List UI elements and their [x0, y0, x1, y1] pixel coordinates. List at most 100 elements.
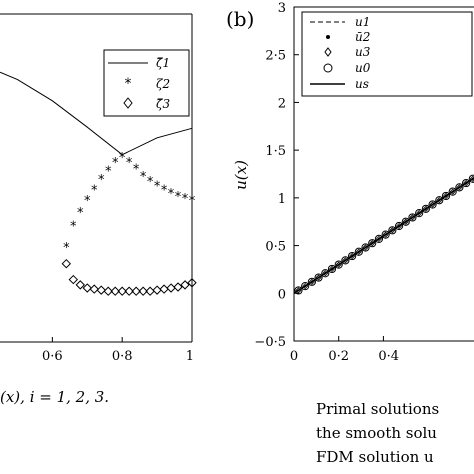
- u2-point: [357, 250, 361, 253]
- right-plot-marks: [293, 174, 474, 295]
- zeta3-point: [96, 285, 106, 295]
- zeta2-point: *: [147, 175, 154, 190]
- u3-point: [335, 261, 342, 268]
- zeta3-point: [180, 280, 190, 290]
- u2-point: [391, 229, 394, 232]
- u0-point: [435, 196, 444, 205]
- u0-point: [368, 239, 377, 248]
- u2-point: [384, 233, 387, 236]
- right-legend: u1 ū2 u3 u0 us: [301, 11, 473, 97]
- u2-point: [417, 211, 421, 215]
- u2-point: [471, 177, 474, 180]
- u0-point: [468, 174, 474, 183]
- u0-point: [455, 183, 464, 192]
- u2-point: [444, 194, 448, 198]
- asterisk-icon: *: [125, 76, 132, 92]
- caption-right-line3: FDM solution u: [316, 448, 434, 466]
- u3-point: [328, 265, 336, 273]
- caption-left: (x), i = 1, 2, 3.: [0, 388, 109, 406]
- u3-point: [402, 218, 409, 225]
- u2-point: [317, 276, 320, 279]
- u3-point: [463, 180, 470, 187]
- series-zeta1-line: [0, 71, 193, 156]
- u0-point: [348, 251, 357, 261]
- legend-label-zeta3: ζ̄3: [156, 97, 171, 111]
- zeta3-point: [131, 286, 141, 296]
- left-x-tick-label: 1: [186, 349, 194, 364]
- left-x-tick-label: 0·8: [112, 349, 133, 364]
- u0-point: [327, 264, 337, 274]
- u2-point: [364, 246, 367, 249]
- right-y-tick-label: −0·5: [254, 335, 286, 350]
- zeta2-point: *: [126, 156, 133, 171]
- u2-point: [303, 284, 307, 288]
- right-y-tick-label: 2: [278, 96, 286, 111]
- right-x-tick-label: 0·2: [328, 349, 349, 364]
- u3-point: [442, 192, 450, 200]
- zeta2-point: *: [105, 165, 112, 180]
- right-y-tick-label: 1·5: [265, 144, 286, 159]
- u3-point: [429, 201, 436, 208]
- u2-point: [297, 289, 300, 292]
- right-y-axis-label: u(x): [232, 160, 250, 190]
- u0-point: [294, 286, 303, 295]
- legend-label-zeta1: ζ̄1: [156, 56, 170, 70]
- legend-label-u1: u1: [355, 15, 370, 29]
- u0-point: [314, 273, 323, 282]
- circle-icon: [323, 63, 333, 73]
- u0-point: [394, 221, 404, 231]
- u0-point: [361, 243, 370, 252]
- u2-point: [424, 207, 428, 211]
- u2-point: [310, 280, 314, 284]
- u3-point: [308, 278, 315, 285]
- zeta2-point: *: [84, 194, 91, 209]
- zeta2-point: *: [133, 162, 140, 177]
- zeta3-point: [82, 283, 92, 293]
- zeta3-point: [110, 286, 120, 296]
- zeta3-point: [187, 278, 197, 288]
- zeta3-point: [75, 280, 85, 290]
- u0-point: [421, 204, 430, 213]
- right-axes-frame: [293, 6, 474, 342]
- u3-point: [375, 235, 383, 242]
- left-legend-box: [103, 49, 190, 117]
- zeta3-point: [138, 286, 148, 296]
- zeta2-point: *: [63, 241, 70, 256]
- u2-point: [330, 267, 334, 271]
- zeta2-point: *: [189, 194, 196, 209]
- zeta3-point: [68, 274, 79, 285]
- caption-right-line1: Primal solutions: [316, 400, 439, 418]
- u3-point: [322, 270, 329, 277]
- u3-point: [355, 248, 362, 255]
- zeta3-point: [159, 284, 169, 294]
- u3-point: [342, 257, 349, 264]
- legend-label-u3: u3: [355, 45, 371, 59]
- right-x-ticks: 0 0·2 0·4: [290, 336, 399, 364]
- zeta3-point: [173, 282, 183, 292]
- u3-point: [422, 205, 429, 212]
- diamond-icon: [123, 97, 133, 109]
- zeta3-point: [103, 286, 113, 296]
- u2-point: [431, 203, 434, 206]
- left-panel: ******** * * * * * * * * * * * 0·6 0·8 1 * ζ̄1 ζ2 ζ̄3: [0, 13, 197, 364]
- panel-label: (b): [226, 7, 254, 31]
- u0-point: [462, 178, 471, 188]
- u0-point: [441, 191, 451, 201]
- right-x-tick-label: 0·4: [378, 349, 399, 364]
- u0-point: [401, 217, 410, 226]
- zeta3-point: [89, 284, 99, 294]
- u2-point: [458, 186, 461, 189]
- legend-label-zeta2: ζ2: [156, 77, 170, 91]
- zeta2-point: *: [161, 184, 168, 199]
- u3-point: [349, 253, 356, 260]
- u0-point: [334, 260, 343, 269]
- u3-point: [469, 175, 474, 182]
- u0-point: [307, 277, 316, 286]
- zeta2-point: *: [98, 173, 105, 188]
- u2-point: [451, 190, 454, 193]
- u2-point: [404, 220, 407, 223]
- left-plot-marks: ******** * * * * * * * * * * *: [0, 71, 197, 296]
- u0-point: [428, 200, 437, 209]
- u2-point: [350, 254, 354, 258]
